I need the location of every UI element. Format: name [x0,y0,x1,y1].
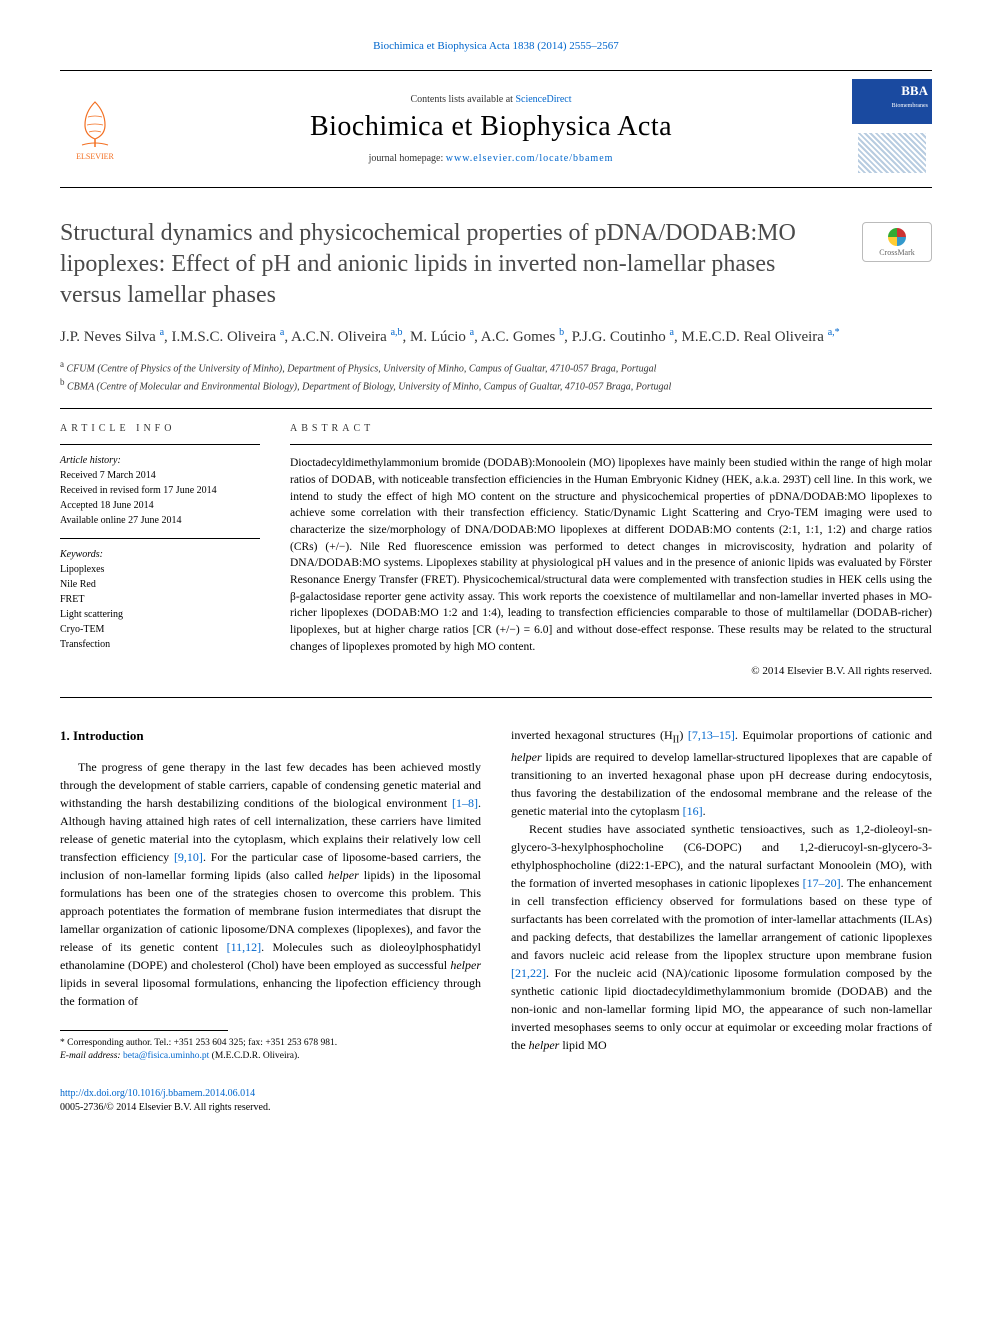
body-columns: 1. Introduction The progress of gene the… [60,726,932,1063]
history-line: Accepted 18 June 2014 [60,498,260,513]
keyword: Light scattering [60,607,260,622]
intro-heading: 1. Introduction [60,726,481,746]
page-footer: http://dx.doi.org/10.1016/j.bbamem.2014.… [60,1087,932,1115]
homepage-line: journal homepage: www.elsevier.com/locat… [130,153,852,164]
cover-image-icon [858,133,926,173]
crossmark-badge[interactable]: CrossMark [862,222,932,262]
affiliation-a: a CFUM (Centre of Physics of the Univers… [60,358,932,376]
abstract-body: Dioctadecyldimethylammonium bromide (DOD… [290,455,932,655]
crossmark-label: CrossMark [879,248,915,257]
affiliation-b: b CBMA (Centre of Molecular and Environm… [60,376,932,394]
title-block: Structural dynamics and physicochemical … [60,218,932,312]
abstract: ABSTRACT Dioctadecyldimethylammonium bro… [290,423,932,677]
article-title: Structural dynamics and physicochemical … [60,218,932,312]
article-info: ARTICLE INFO Article history: Received 7… [60,423,260,677]
keyword: Transfection [60,637,260,652]
keyword: FRET [60,592,260,607]
abstract-copyright: © 2014 Elsevier B.V. All rights reserved… [290,665,932,677]
top-citation: Biochimica et Biophysica Acta 1838 (2014… [60,40,932,52]
cover-section: Biomembranes [852,103,932,109]
email-link[interactable]: beta@fisica.uminho.pt [123,1051,209,1061]
email-suffix: (M.E.C.D.R. Oliveira). [209,1051,299,1061]
doi-link[interactable]: http://dx.doi.org/10.1016/j.bbamem.2014.… [60,1088,255,1099]
homepage-prefix: journal homepage: [369,153,446,164]
elsevier-tree-icon [70,97,120,152]
intro-para: The progress of gene therapy in the last… [60,758,481,1010]
info-abstract-row: ARTICLE INFO Article history: Received 7… [60,423,932,698]
keyword: Nile Red [60,577,260,592]
history-line: Available online 27 June 2014 [60,513,260,528]
keyword: Lipoplexes [60,562,260,577]
journal-header: ELSEVIER Contents lists available at Sci… [60,70,932,188]
intro-para: inverted hexagonal structures (HII) [7,1… [511,726,932,819]
corr-line: * Corresponding author. Tel.: +351 253 6… [60,1037,481,1050]
journal-name: Biochimica et Biophysica Acta [130,111,852,143]
history-title: Article history: [60,455,260,466]
divider [60,408,932,409]
footnote-rule [60,1030,228,1031]
issn-copyright: 0005-2736/© 2014 Elsevier B.V. All right… [60,1101,932,1115]
intro-para: Recent studies have associated synthetic… [511,820,932,1054]
journal-cover-thumbnail: BBA Biomembranes [852,79,932,179]
keyword: Cryo-TEM [60,622,260,637]
crossmark-icon [888,228,906,246]
history-line: Received in revised form 17 June 2014 [60,483,260,498]
email-line: E-mail address: beta@fisica.uminho.pt (M… [60,1050,481,1063]
keywords-title: Keywords: [60,549,260,560]
elsevier-label: ELSEVIER [76,152,114,161]
cover-acronym: BBA [852,79,932,103]
right-column: inverted hexagonal structures (HII) [7,1… [511,726,932,1063]
elsevier-logo: ELSEVIER [60,89,130,169]
sciencedirect-link[interactable]: ScienceDirect [515,94,571,105]
author-list: J.P. Neves Silva a, I.M.S.C. Oliveira a,… [60,326,932,348]
history-line: Received 7 March 2014 [60,468,260,483]
header-center: Contents lists available at ScienceDirec… [130,94,852,164]
left-column: 1. Introduction The progress of gene the… [60,726,481,1063]
contents-prefix: Contents lists available at [410,94,515,105]
abstract-heading: ABSTRACT [290,423,932,434]
corresponding-author-footnote: * Corresponding author. Tel.: +351 253 6… [60,1037,481,1064]
email-label: E-mail address: [60,1051,123,1061]
homepage-link[interactable]: www.elsevier.com/locate/bbamem [446,153,614,164]
contents-line: Contents lists available at ScienceDirec… [130,94,852,105]
affiliations: a CFUM (Centre of Physics of the Univers… [60,358,932,395]
article-info-heading: ARTICLE INFO [60,423,260,434]
